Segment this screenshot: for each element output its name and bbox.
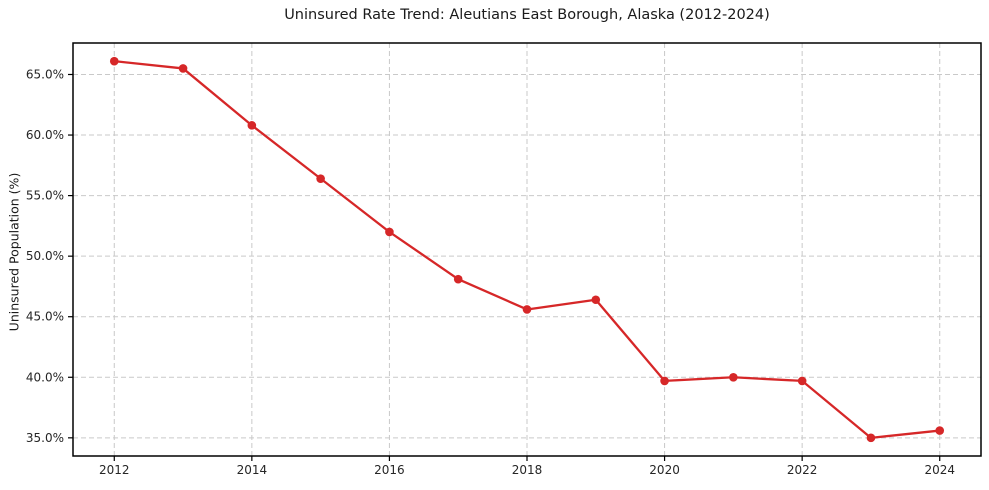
data-point-2016 xyxy=(385,227,394,237)
data-point-2020 xyxy=(660,376,669,386)
y-tick-label: 50.0% xyxy=(26,249,64,263)
y-tick-label: 45.0% xyxy=(26,310,64,324)
data-point-2015 xyxy=(316,174,325,183)
data-point-2017 xyxy=(453,274,463,284)
x-tick-label: 2018 xyxy=(512,463,543,477)
plot-border xyxy=(72,42,982,457)
x-tick-label: 2016 xyxy=(374,463,405,477)
data-point-2024 xyxy=(935,426,945,435)
x-tick-label: 2012 xyxy=(99,463,130,477)
data-point-2018 xyxy=(522,305,532,314)
x-tick-label: 2014 xyxy=(237,463,268,477)
data-point-2019 xyxy=(591,295,601,305)
y-tick-label: 55.0% xyxy=(26,189,64,203)
y-tick-label: 40.0% xyxy=(26,370,64,384)
data-point-2013 xyxy=(178,64,188,73)
x-tick-label: 2020 xyxy=(649,463,680,477)
data-point-2022 xyxy=(797,376,807,386)
data-point-2012 xyxy=(109,56,119,66)
y-tick-label: 60.0% xyxy=(26,128,64,142)
data-point-2014 xyxy=(247,121,257,130)
x-tick-label: 2022 xyxy=(787,463,818,477)
data-point-2023 xyxy=(866,433,876,443)
y-tick-label: 35.0% xyxy=(26,431,64,445)
y-tick-label: 65.0% xyxy=(26,67,64,81)
x-tick-label: 2024 xyxy=(924,463,955,477)
chart-title: Uninsured Rate Trend: Aleutians East Bor… xyxy=(284,7,770,23)
data-point-2021 xyxy=(729,372,738,382)
